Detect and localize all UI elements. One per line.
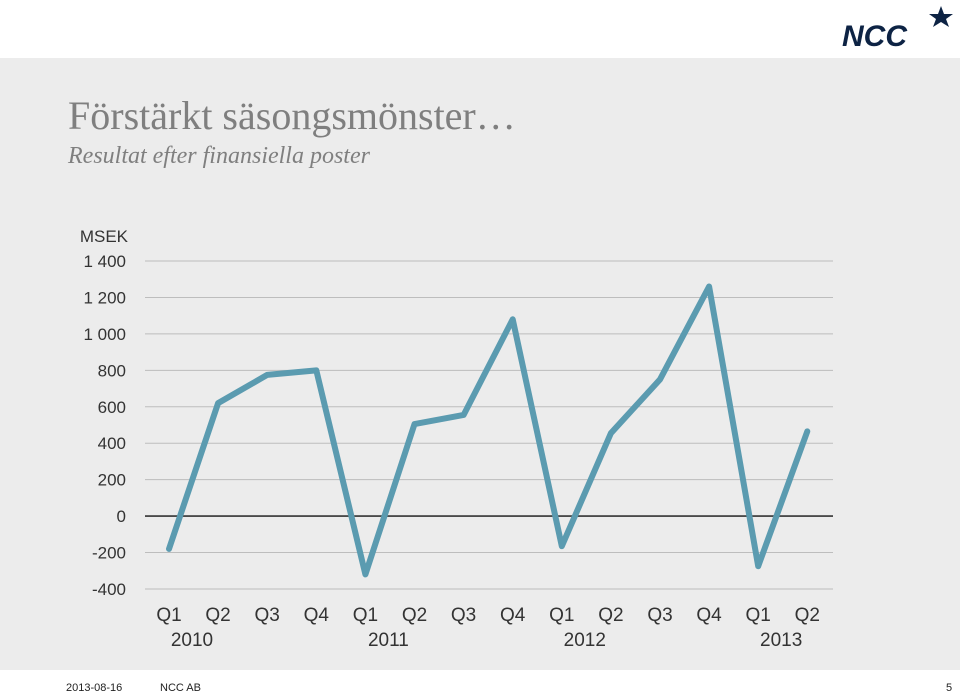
data-point (510, 316, 516, 322)
x-tick-label: Q4 (696, 605, 722, 626)
data-point (362, 571, 368, 577)
x-tick-label: Q2 (795, 605, 820, 626)
year-label: 2012 (564, 630, 606, 651)
x-tick-label: Q1 (353, 605, 378, 626)
x-tick-label: Q1 (156, 605, 181, 626)
data-point (706, 284, 712, 290)
data-point (412, 421, 417, 427)
y-tick-label: -200 (92, 544, 126, 563)
y-tick-label: 800 (98, 361, 126, 380)
y-tick-label: 1 200 (83, 288, 126, 307)
data-point (559, 543, 565, 549)
slide-subtitle: Resultat efter finansiella poster (68, 143, 370, 169)
year-label: 2010 (171, 630, 213, 651)
footer-date: 2013-08-16 (66, 682, 123, 694)
x-tick-label: Q3 (647, 605, 672, 626)
y-tick-label: 400 (98, 434, 126, 453)
data-point (461, 412, 467, 418)
x-tick-label: Q2 (205, 605, 230, 626)
data-point (657, 376, 663, 382)
page-number: 5 (946, 682, 953, 694)
x-tick-label: Q2 (598, 605, 623, 626)
slide-background (0, 58, 960, 670)
y-axis-unit-label: MSEK (80, 227, 129, 246)
data-point (608, 430, 614, 436)
data-point (166, 546, 172, 552)
x-tick-label: Q3 (451, 605, 476, 626)
x-tick-label: Q2 (402, 605, 427, 626)
y-tick-label: 200 (98, 471, 126, 490)
x-tick-label: Q3 (255, 605, 280, 626)
slide-title: Förstärkt säsongsmönster… (68, 93, 516, 138)
x-tick-label: Q1 (549, 605, 574, 626)
y-tick-label: 600 (98, 398, 126, 417)
x-tick-label: Q4 (500, 605, 526, 626)
y-tick-label: 0 (117, 507, 126, 526)
year-label: 2011 (368, 630, 409, 651)
series-line (166, 283, 811, 578)
x-tick-label: Q4 (304, 605, 330, 626)
logo-wordmark: NCC (842, 20, 908, 52)
data-point (264, 372, 270, 378)
ncc-logo: NCC (842, 6, 953, 52)
footer-company: NCC AB (160, 682, 201, 694)
x-tick-label: Q1 (746, 605, 771, 626)
data-point (215, 400, 221, 406)
data-point (313, 367, 319, 373)
data-point (804, 428, 810, 434)
y-tick-label: -400 (92, 580, 126, 599)
star-icon (929, 6, 953, 27)
y-tick-label: 1 000 (83, 325, 126, 344)
data-point (755, 563, 761, 569)
year-label: 2013 (760, 630, 802, 651)
y-tick-label: 1 400 (83, 252, 126, 271)
